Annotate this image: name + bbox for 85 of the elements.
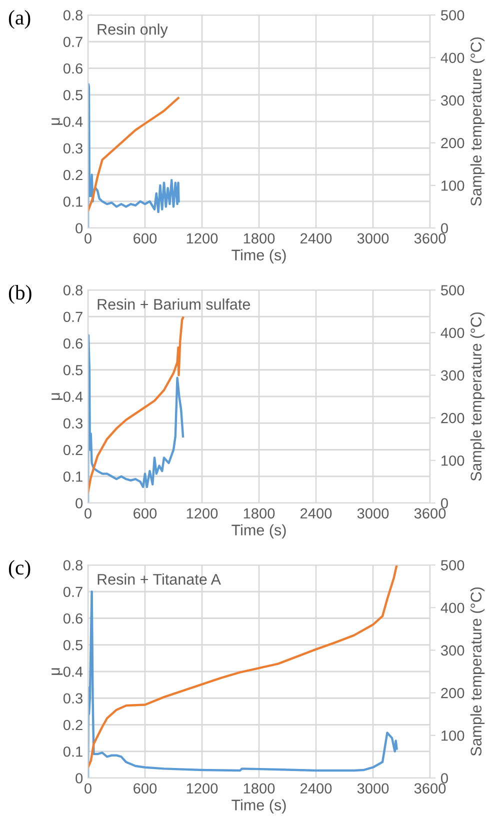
y2-tick-label: 0 xyxy=(440,773,448,784)
x-tick-label: 1800 xyxy=(244,508,275,519)
y-tick-label: 0 xyxy=(76,223,83,234)
y2-tick-label: 500 xyxy=(441,10,464,20)
y2-axis-title: Sample temperature (°C) xyxy=(470,37,485,206)
y-tick-label: 0.1 xyxy=(63,196,82,207)
y2-tick-label: 400 xyxy=(440,52,464,64)
x-axis-title: Time (s) xyxy=(232,249,286,264)
chart-title: Resin + Titanate A xyxy=(98,574,221,585)
text: (c) xyxy=(8,560,30,579)
x-tick-label: 0 xyxy=(84,783,92,794)
y-tick-label: 0.2 xyxy=(63,444,82,456)
x-tick-label: 1200 xyxy=(186,783,218,794)
y2-tick-label: 0 xyxy=(440,498,448,508)
y-tick-label: 0.1 xyxy=(63,471,82,482)
y-tick-label: 0.1 xyxy=(63,746,82,757)
x-tick-label: 3000 xyxy=(357,233,389,244)
y-tick-label: 0.7 xyxy=(63,312,82,322)
y2-axis-title: Sample temperature (°C) xyxy=(470,587,485,756)
y-tick-label: 0.5 xyxy=(63,364,83,376)
x-tick-label: 2400 xyxy=(300,783,332,794)
y-tick-label: 0.6 xyxy=(63,63,82,74)
y-tick-label: 0.3 xyxy=(63,693,82,704)
text: (b) xyxy=(8,285,32,304)
y-tick-label: 0.5 xyxy=(63,90,83,100)
text: Resin only xyxy=(98,24,168,38)
x-axis-title: Time (s) xyxy=(232,524,286,538)
y-tick-label: 0.8 xyxy=(63,285,83,296)
y-tick-label: 0.4 xyxy=(63,666,83,677)
y2-tick-label: 300 xyxy=(440,645,464,656)
y-tick-label: 0.3 xyxy=(63,418,82,429)
y-tick-label: 0.6 xyxy=(63,338,82,349)
y2-tick-label: 500 xyxy=(441,285,464,296)
x-tick-label: 1800 xyxy=(244,233,275,244)
y2-tick-label: 200 xyxy=(441,688,464,698)
y-tick-label: 0 xyxy=(76,498,83,508)
line-series xyxy=(88,590,398,778)
x-tick-label: 0 xyxy=(84,508,92,519)
y-tick-label: 0.7 xyxy=(63,586,82,598)
y2-tick-label: 300 xyxy=(440,95,464,106)
y-tick-label: 0.8 xyxy=(63,560,83,570)
y2-tick-label: 0 xyxy=(440,223,448,234)
x-tick-label: 0 xyxy=(84,233,92,244)
line-series xyxy=(88,96,180,212)
y-tick-label: 0.3 xyxy=(63,143,82,154)
x-tick-label: 3600 xyxy=(414,783,446,794)
x-tick-label: 600 xyxy=(134,783,157,794)
chart-title: Resin + Barium sulfate xyxy=(98,298,250,310)
x-tick-label: 1800 xyxy=(244,783,275,794)
y-tick-label: 0.4 xyxy=(63,116,83,127)
x-tick-label: 3600 xyxy=(414,508,446,519)
y-tick-label: 0 xyxy=(76,773,83,784)
y2-tick-label: 100 xyxy=(442,180,464,191)
y2-tick-label: 200 xyxy=(441,412,464,424)
y-axis-title: μ xyxy=(52,393,63,400)
y-tick-label: 0.5 xyxy=(63,640,83,650)
y-tick-label: 0.7 xyxy=(63,36,82,48)
x-tick-label: 3000 xyxy=(357,783,389,794)
y-axis-title: μ xyxy=(52,118,63,125)
line-series xyxy=(88,83,180,228)
y2-tick-label: 500 xyxy=(441,560,464,570)
y2-tick-label: 300 xyxy=(440,370,464,381)
y-tick-label: 0.2 xyxy=(63,720,82,730)
y2-tick-label: 400 xyxy=(440,328,464,338)
y2-axis-title: Sample temperature (°C) xyxy=(470,312,485,481)
line-series xyxy=(88,565,398,768)
x-tick-label: 1200 xyxy=(186,508,218,519)
y-tick-label: 0.8 xyxy=(63,10,83,20)
x-tick-label: 600 xyxy=(134,508,157,519)
x-axis-title: Time (s) xyxy=(232,799,286,814)
text: (a) xyxy=(8,10,30,29)
y2-tick-label: 400 xyxy=(440,602,464,614)
x-tick-label: 2400 xyxy=(300,233,332,244)
x-tick-label: 1200 xyxy=(186,233,218,244)
x-tick-label: 2400 xyxy=(300,508,332,519)
y-tick-label: 0.6 xyxy=(63,613,82,624)
x-tick-label: 600 xyxy=(134,233,157,244)
y-tick-label: 0.4 xyxy=(63,392,83,402)
y-axis-title: μ xyxy=(52,668,63,675)
y2-tick-label: 100 xyxy=(442,730,464,741)
y-tick-label: 0.2 xyxy=(63,170,82,180)
y2-tick-label: 100 xyxy=(442,456,464,466)
x-tick-label: 3000 xyxy=(357,508,389,519)
y2-tick-label: 200 xyxy=(441,138,464,148)
x-tick-label: 3600 xyxy=(414,233,446,244)
